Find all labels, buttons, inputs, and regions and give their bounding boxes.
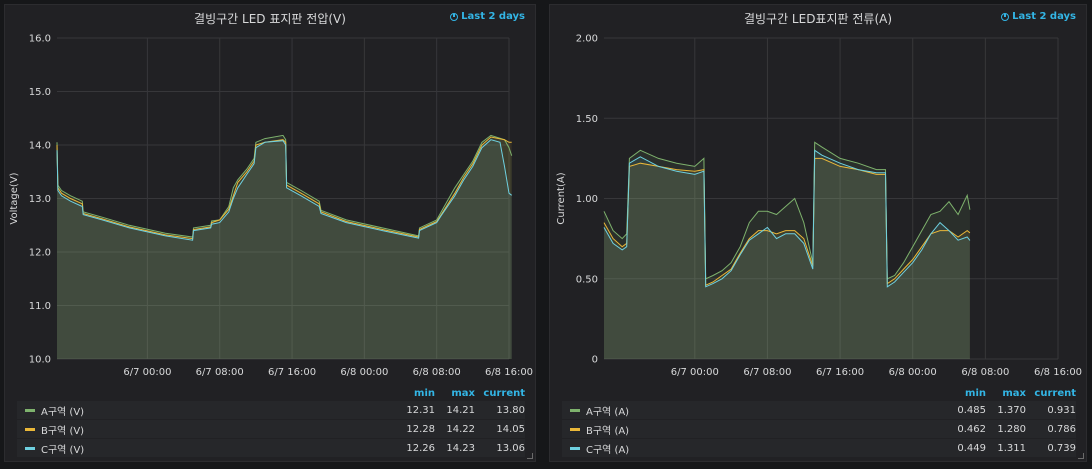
legend-min-value: 0.462 — [957, 423, 986, 435]
legend-min-value: 12.31 — [406, 404, 435, 416]
series-line[interactable] — [56, 139, 513, 241]
legend-max-value: 14.21 — [446, 404, 475, 416]
legend-current-value: 13.80 — [496, 404, 525, 416]
time-range-indicator[interactable]: Last 2 days — [1001, 11, 1076, 22]
time-range-label: Last 2 days — [461, 11, 525, 22]
x-tick-label: 6/7 08:00 — [196, 367, 244, 378]
series-line[interactable] — [603, 149, 971, 288]
legend-row-c[interactable]: C구역 (A) 0.449 1.311 0.739 — [562, 439, 1076, 457]
legend-current-value: 0.786 — [1047, 423, 1076, 435]
legend-header-min[interactable]: min — [965, 388, 986, 399]
y-tick-label: 1.50 — [576, 114, 598, 125]
legend-series-name[interactable]: B구역 (A) — [586, 425, 630, 437]
y-tick-label: 14.0 — [29, 141, 51, 152]
x-tick-label: 6/8 16:00 — [1034, 367, 1082, 378]
legend-max-value: 1.370 — [997, 404, 1026, 416]
legend-series-name[interactable]: C구역 (A) — [586, 444, 630, 456]
series-area — [57, 135, 512, 359]
legend-min-value: 0.449 — [957, 442, 986, 454]
x-tick-label: 6/8 16:00 — [485, 367, 533, 378]
legend-min-value: 12.26 — [406, 442, 435, 454]
legend-swatch — [25, 446, 35, 450]
legend-series-name[interactable]: A구역 (A) — [586, 406, 630, 418]
panel-title[interactable]: 결빙구간 LED 표지판 전압(V) — [194, 12, 346, 26]
legend-max-value: 14.23 — [446, 442, 475, 454]
y-tick-label: 13.0 — [29, 194, 51, 205]
series-area — [604, 150, 970, 359]
legend-header-max[interactable]: max — [451, 388, 475, 399]
legend-header-current[interactable]: current — [1034, 388, 1076, 399]
x-tick-label: 6/8 00:00 — [889, 367, 937, 378]
current-panel: 결빙구간 LED표지판 전류(A) Last 2 days 0 0.50 1.00 1… — [549, 4, 1087, 462]
legend-header: min max current — [395, 388, 525, 399]
y-tick-label: 16.0 — [29, 34, 51, 45]
panel-title[interactable]: 결빙구간 LED표지판 전류(A) — [743, 12, 893, 26]
x-tick-label: 6/7 00:00 — [123, 367, 171, 378]
legend-swatch — [25, 427, 35, 431]
resize-handle-icon[interactable] — [1078, 453, 1084, 459]
voltage-chart[interactable]: 10.0 11.0 12.0 13.0 14.0 15.0 16.0 6/7 00:00 6/7… — [5, 5, 537, 380]
legend-series-name[interactable]: B구역 (V) — [41, 425, 85, 437]
y-tick-label: 12.0 — [29, 248, 51, 259]
legend-header-min[interactable]: min — [414, 388, 435, 399]
legend-header: min max current — [946, 388, 1076, 399]
legend-current-value: 0.739 — [1047, 442, 1076, 454]
x-tick-label: 6/8 08:00 — [961, 367, 1009, 378]
legend-swatch — [25, 408, 35, 412]
y-tick-label: 0.50 — [576, 274, 598, 285]
time-range-indicator[interactable]: Last 2 days — [450, 11, 525, 22]
x-tick-label: 6/7 00:00 — [671, 367, 719, 378]
x-tick-label: 6/8 08:00 — [413, 367, 461, 378]
series-line[interactable] — [603, 141, 971, 280]
series-area — [604, 158, 970, 359]
legend-row-b[interactable]: B구역 (A) 0.462 1.280 0.786 — [562, 420, 1076, 438]
legend-row-b[interactable]: B구역 (V) 12.28 14.22 14.05 — [17, 420, 525, 438]
legend-current-value: 14.05 — [496, 423, 525, 435]
legend-current-value: 13.06 — [496, 442, 525, 454]
series-line[interactable] — [603, 157, 971, 286]
current-chart[interactable]: 0 0.50 1.00 1.50 2.00 6/7 00:00 6/7 08:00 6/7 1… — [550, 5, 1088, 380]
y-tick-label: 11.0 — [29, 301, 51, 312]
legend-min-value: 0.485 — [957, 404, 986, 416]
time-range-label: Last 2 days — [1012, 11, 1076, 22]
clock-icon — [1001, 12, 1010, 21]
y-tick-label: 1.00 — [576, 194, 598, 205]
clock-icon — [450, 12, 459, 21]
y-tick-label: 15.0 — [29, 87, 51, 98]
resize-handle-icon[interactable] — [527, 453, 533, 459]
legend: A구역 (V) 12.31 14.21 13.80 B구역 (V) 12.28 … — [17, 401, 525, 458]
series-line[interactable] — [56, 134, 513, 238]
y-tick-label: 2.00 — [576, 34, 598, 45]
x-tick-label: 6/7 08:00 — [743, 367, 791, 378]
legend-series-name[interactable]: C구역 (V) — [41, 444, 85, 456]
legend-header-max[interactable]: max — [1002, 388, 1026, 399]
series-area — [604, 142, 970, 359]
y-axis-label: Voltage(V) — [9, 172, 20, 224]
legend-current-value: 0.931 — [1047, 404, 1076, 416]
legend-swatch — [570, 446, 580, 450]
legend: A구역 (A) 0.485 1.370 0.931 B구역 (A) 0.462 … — [562, 401, 1076, 458]
legend-row-c[interactable]: C구역 (V) 12.26 14.23 13.06 — [17, 439, 525, 457]
x-tick-label: 6/8 00:00 — [340, 367, 388, 378]
series-area — [57, 139, 512, 359]
legend-max-value: 1.311 — [997, 442, 1026, 454]
legend-swatch — [570, 427, 580, 431]
y-tick-label: 0 — [592, 355, 598, 366]
legend-min-value: 12.28 — [406, 423, 435, 435]
legend-swatch — [570, 408, 580, 412]
y-tick-label: 10.0 — [29, 355, 51, 366]
legend-max-value: 14.22 — [446, 423, 475, 435]
series-area — [57, 137, 512, 359]
y-axis-label: Current(A) — [556, 172, 567, 224]
voltage-panel: 결빙구간 LED 표지판 전압(V) Last 2 days 10.0 11.0 1… — [4, 4, 536, 462]
legend-header-current[interactable]: current — [483, 388, 525, 399]
legend-row-a[interactable]: A구역 (A) 0.485 1.370 0.931 — [562, 401, 1076, 419]
x-tick-label: 6/7 16:00 — [268, 367, 316, 378]
legend-series-name[interactable]: A구역 (V) — [41, 406, 85, 418]
legend-max-value: 1.280 — [997, 423, 1026, 435]
legend-row-a[interactable]: A구역 (V) 12.31 14.21 13.80 — [17, 401, 525, 419]
x-tick-label: 6/7 16:00 — [816, 367, 864, 378]
